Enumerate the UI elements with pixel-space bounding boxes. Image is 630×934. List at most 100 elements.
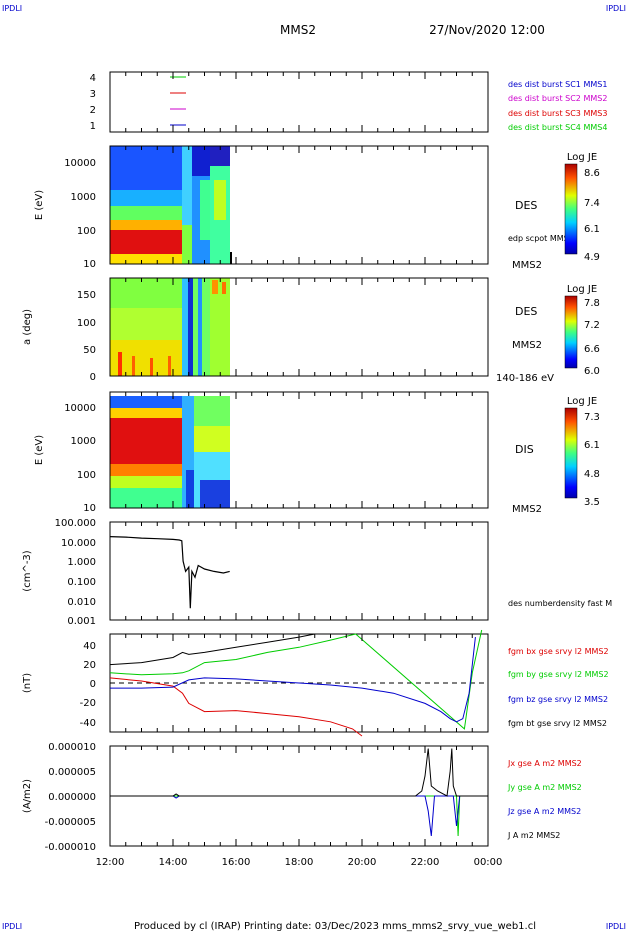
time-tick-label: 14:00 (159, 857, 188, 868)
fgm-series-0 (109, 677, 363, 737)
des-energy-ytick: 10 (83, 259, 96, 270)
plot-datetime: 27/Nov/2020 12:00 (429, 23, 545, 37)
dis-energy-ytick: 100 (77, 470, 96, 481)
density-ytick: 100.000 (55, 518, 96, 529)
legend-jx: Jx gse A m2 MMS2 (507, 759, 582, 768)
corner-label-top-right: IPDLI (605, 4, 626, 13)
time-tick-label: 16:00 (222, 857, 251, 868)
des-energy-spacecraft: MMS2 (512, 260, 542, 271)
fgm-series-1 (109, 629, 483, 730)
plot-spacecraft-title: MMS2 (280, 23, 316, 37)
des-pitch-ytick: 150 (77, 290, 96, 301)
footer-text: Produced by cl (IRAP) Printing date: 03/… (134, 921, 536, 932)
des-pitch-ytick: 50 (83, 345, 96, 356)
density-ytick: 1.000 (67, 557, 96, 568)
des-pitch-ytick: 0 (90, 372, 96, 383)
panel-des-pitch-angle: DES MMS2 140-186 eV Log JE 7.8 7.2 6.6 6… (22, 277, 600, 384)
colorbar-tick: 8.6 (584, 168, 600, 179)
dis-energy-spectrogram (110, 396, 230, 508)
burst-ytick: 3 (90, 89, 96, 100)
density-ytick: 0.010 (67, 597, 96, 608)
colorbar-title: Log JE (567, 152, 597, 163)
j-ytick: 0.000000 (48, 792, 96, 803)
legend-burst-mms4: des dist burst SC4 MMS4 (508, 123, 607, 132)
panel-dis-energy: DIS MMS2 Log JE 7.3 6.1 4.8 3.5 10000 10… (34, 391, 600, 515)
time-tick-label: 22:00 (411, 857, 440, 868)
legend-burst-mms2: des dist burst SC2 MMS2 (508, 94, 607, 103)
current-series-2 (110, 795, 488, 837)
corner-label-bottom-left: IPDLI (2, 922, 23, 931)
colorbar-tick: 7.8 (584, 298, 600, 309)
legend-fgm-by: fgm by gse srvy l2 MMS2 (508, 670, 609, 679)
burst-ytick: 2 (90, 105, 96, 116)
legend-fgm-bt: fgm bt gse srvy l2 MMS2 (508, 719, 607, 728)
panel-burst-availability: 4 3 2 1 des dist burst SC1 MMS1 des dist… (90, 71, 607, 133)
density-ytick: 10.000 (61, 538, 96, 549)
des-scpot-label: edp scpot MMS2 (508, 234, 574, 243)
time-axis: 12:00 14:00 16:00 18:00 20:00 22:00 00:0… (96, 857, 503, 868)
fgm-series-2 (110, 637, 476, 723)
fgm-series-3 (109, 633, 315, 666)
des-pitch-spacecraft: MMS2 (512, 340, 542, 351)
dis-energy-label: DIS (515, 443, 534, 456)
legend-jz: Jz gse A m2 MMS2 (507, 807, 581, 816)
des-energy-ytick: 1000 (71, 192, 96, 203)
dis-energy-ytick: 1000 (71, 436, 96, 447)
des-pitch-spectrogram (110, 278, 230, 376)
colorbar-dis-energy (564, 407, 578, 499)
colorbar-title: Log JE (567, 284, 597, 295)
des-energy-ylabel: E (eV) (34, 190, 45, 220)
des-pitch-energy-range: 140-186 eV (496, 373, 554, 384)
density-series-0 (109, 536, 230, 609)
colorbar-tick: 6.0 (584, 366, 600, 377)
colorbar-tick: 6.6 (584, 344, 600, 355)
des-energy-label: DES (515, 199, 537, 212)
des-energy-ytick: 100 (77, 226, 96, 237)
legend-burst-mms1: des dist burst SC1 MMS1 (508, 80, 607, 89)
colorbar-tick: 6.1 (584, 440, 600, 451)
des-pitch-ylabel: a (deg) (22, 309, 33, 345)
legend-fgm-bz: fgm bz gse srvy l2 MMS2 (508, 695, 608, 704)
current-series-3 (110, 748, 488, 797)
j-ytick: 0.000005 (48, 767, 96, 778)
legend-jy: Jy gse A m2 MMS2 (507, 783, 582, 792)
j-ytick: -0.000005 (45, 817, 96, 828)
density-ylabel: (cm^-3) (22, 550, 33, 591)
colorbar-tick: 3.5 (584, 497, 600, 508)
panel-des-energy: DES edp scpot MMS2 MMS2 Log JE 8.6 7.4 6… (34, 145, 600, 271)
colorbar-tick: 4.9 (584, 252, 600, 263)
colorbar-tick: 7.2 (584, 320, 600, 331)
corner-label-top-left: IPDLI (2, 4, 23, 13)
legend-burst-mms3: des dist burst SC3 MMS3 (508, 109, 607, 118)
fgm-ytick: 0 (90, 679, 96, 690)
density-ytick: 0.001 (67, 616, 96, 627)
burst-ytick: 4 (90, 73, 96, 84)
fgm-ytick: 20 (83, 660, 96, 671)
j-ytick: 0.000010 (48, 742, 96, 753)
time-tick-label: 20:00 (348, 857, 377, 868)
fgm-ytick: -20 (80, 698, 96, 709)
colorbar-des-pitch (564, 295, 578, 369)
time-tick-label: 12:00 (96, 857, 125, 868)
des-energy-ytick: 10000 (64, 158, 96, 169)
j-ylabel: (A/m2) (22, 779, 33, 813)
colorbar-title: Log JE (567, 396, 597, 407)
fgm-ylabel: (nT) (22, 673, 33, 693)
density-ytick: 0.100 (67, 577, 96, 588)
density-series-label: des numberdensity fast M (508, 599, 612, 608)
des-pitch-label: DES (515, 305, 537, 318)
dis-energy-spacecraft: MMS2 (512, 504, 542, 515)
colorbar-tick: 7.4 (584, 198, 600, 209)
time-tick-label: 00:00 (474, 857, 503, 868)
legend-j: J A m2 MMS2 (507, 831, 560, 840)
burst-ytick: 1 (90, 121, 96, 132)
colorbar-des-energy (564, 163, 578, 255)
fgm-ytick: 40 (83, 641, 96, 652)
des-pitch-ytick: 100 (77, 318, 96, 329)
legend-fgm-bx: fgm bx gse srvy l2 MMS2 (508, 647, 609, 656)
colorbar-tick: 4.8 (584, 469, 600, 480)
colorbar-tick: 6.1 (584, 224, 600, 235)
panel-current-density: Jx gse A m2 MMS2 Jy gse A m2 MMS2 Jz gse… (22, 742, 582, 853)
colorbar-tick: 7.3 (584, 412, 600, 423)
